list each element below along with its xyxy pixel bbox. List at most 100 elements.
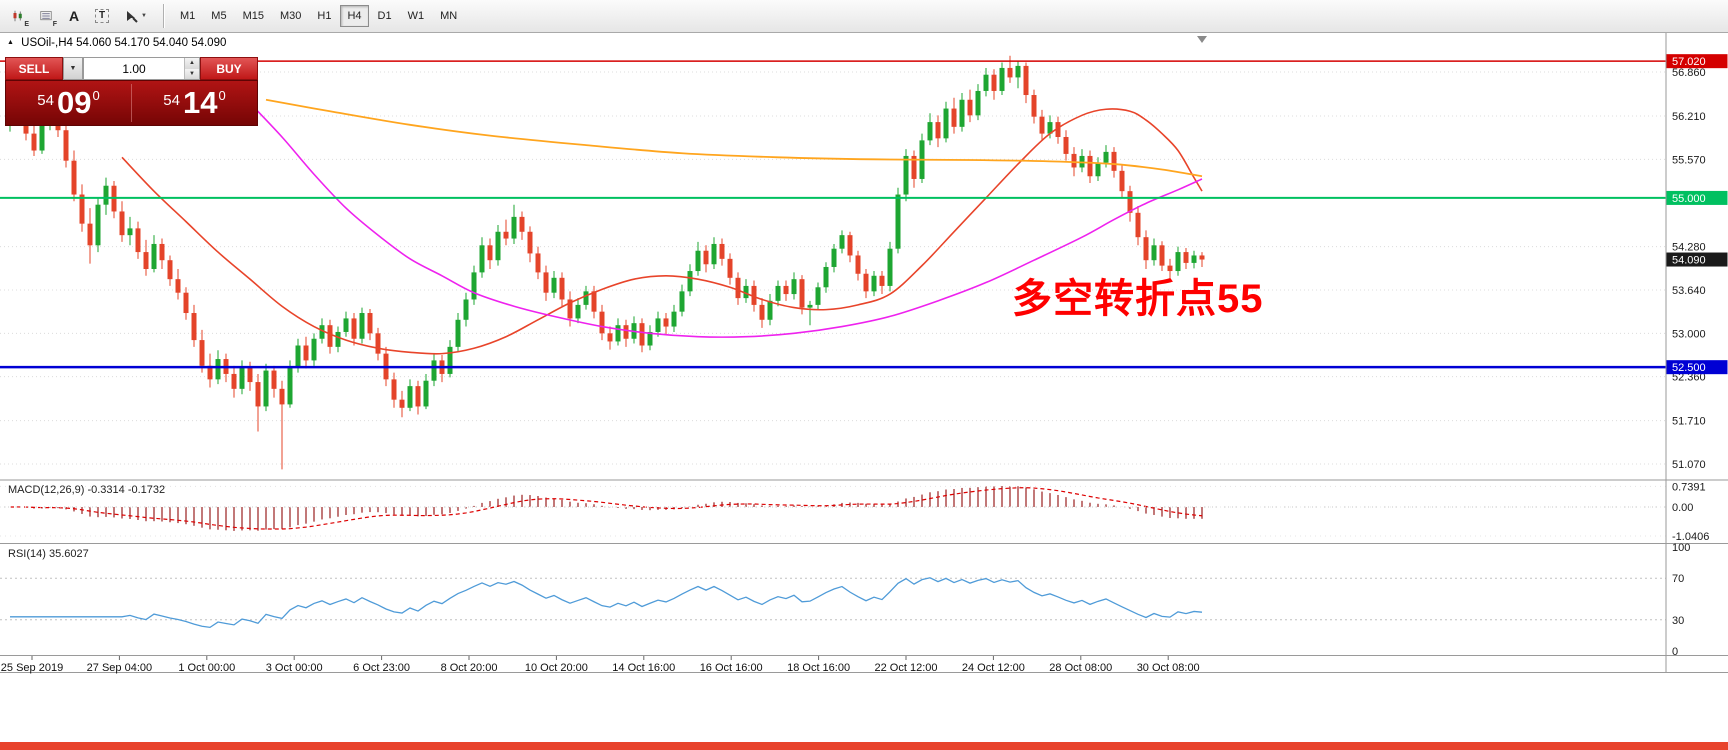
chart-shift-marker xyxy=(1197,36,1207,43)
candle-body xyxy=(31,133,37,151)
volume-increase-button[interactable]: ▲ xyxy=(185,58,199,69)
indicator-list-icon[interactable]: F xyxy=(33,4,59,28)
candle-body xyxy=(887,248,893,286)
candle-body xyxy=(775,285,781,301)
candle-body xyxy=(647,331,653,346)
candle-body xyxy=(703,250,709,265)
candle-body xyxy=(831,248,837,267)
time-tick-label: 25 Sep 2019 xyxy=(1,662,63,674)
timeframe-button-mn[interactable]: MN xyxy=(433,5,464,27)
candle-body xyxy=(79,194,85,224)
candle-body xyxy=(511,216,517,239)
candle-body xyxy=(1111,151,1117,171)
candle-body xyxy=(167,260,173,280)
time-tick-label: 18 Oct 16:00 xyxy=(787,662,850,674)
buy-price-display[interactable]: 54 14 0 xyxy=(132,81,257,125)
timeframe-button-w1[interactable]: W1 xyxy=(401,5,432,27)
one-click-trade-panel: SELL ▼ ▲ ▼ BUY 54 09 0 54 14 0 xyxy=(5,57,258,126)
price-tick-label: 56.210 xyxy=(1672,111,1706,123)
sell-price-display[interactable]: 54 09 0 xyxy=(6,81,131,125)
candle-body xyxy=(503,231,509,239)
order-type-dropdown[interactable]: ▼ xyxy=(63,57,83,80)
candle-body xyxy=(199,340,205,366)
candle-body xyxy=(991,74,997,91)
candle-body xyxy=(911,155,917,179)
grid-layer xyxy=(0,71,1666,465)
price-tick-label: 53.640 xyxy=(1672,285,1706,297)
volume-decrease-button[interactable]: ▼ xyxy=(185,68,199,79)
candle-body xyxy=(71,160,77,195)
volume-input[interactable] xyxy=(84,58,184,79)
candle-body xyxy=(743,285,749,299)
candle-body xyxy=(1199,255,1205,260)
level-55.000-badge xyxy=(1666,190,1728,205)
price-tick-label: 53.000 xyxy=(1672,328,1706,340)
time-tick-label: 27 Sep 04:00 xyxy=(87,662,152,674)
buy-button[interactable]: BUY xyxy=(200,57,258,80)
level-52.500-badge xyxy=(1666,360,1728,375)
candle-body xyxy=(183,292,189,314)
candle-body xyxy=(215,359,221,380)
candle-body xyxy=(879,275,885,286)
candle-body xyxy=(495,231,501,261)
sell-button[interactable]: SELL xyxy=(5,57,63,80)
price-tick-label: 55.570 xyxy=(1672,154,1706,166)
timeframe-button-m30[interactable]: M30 xyxy=(273,5,308,27)
buy-price-big: 14 xyxy=(182,85,218,120)
candle-body xyxy=(791,279,797,295)
candle-body xyxy=(1055,122,1061,137)
ma-magenta-line xyxy=(249,102,1203,338)
candle-body xyxy=(567,299,573,319)
candle-body xyxy=(1023,65,1029,96)
candle-body xyxy=(599,311,605,334)
chart-annotation-text[interactable]: 多空转折点55 xyxy=(1012,277,1264,321)
candle-body xyxy=(407,386,413,408)
text-tool-icon[interactable]: A xyxy=(61,4,87,28)
rsi-axis-label: 70 xyxy=(1672,573,1684,585)
candle-body xyxy=(823,266,829,288)
candle-body xyxy=(591,291,597,312)
level-57.020-badge-label: 57.020 xyxy=(1672,56,1706,68)
timeframe-button-m5[interactable]: M5 xyxy=(204,5,233,27)
candle-body xyxy=(999,67,1005,91)
timeframe-button-h4[interactable]: H4 xyxy=(340,5,369,27)
list-glyph xyxy=(40,11,52,21)
candle-body xyxy=(1159,245,1165,266)
volume-box: ▲ ▼ xyxy=(83,57,200,80)
timeframe-button-m15[interactable]: M15 xyxy=(236,5,271,27)
time-tick-label: 14 Oct 16:00 xyxy=(612,662,675,674)
timeframe-button-m1[interactable]: M1 xyxy=(173,5,202,27)
time-tick-label: 10 Oct 20:00 xyxy=(525,662,588,674)
candle-body xyxy=(519,216,525,232)
candle-body xyxy=(1063,136,1069,154)
textbox-tool-icon[interactable]: T xyxy=(89,4,115,28)
timeframe-button-h1[interactable]: H1 xyxy=(310,5,338,27)
candle-body xyxy=(471,272,477,300)
toolbar: E F A T ▼ M1 M5 M15 M30 H1 H4 D1 W1 MN xyxy=(0,0,1728,33)
candle-body xyxy=(615,325,621,342)
candle-body xyxy=(191,313,197,341)
candle-body xyxy=(127,228,133,236)
sell-price-big: 09 xyxy=(56,85,92,120)
level-57.020-badge xyxy=(1666,54,1728,69)
candle-body xyxy=(799,279,805,308)
buy-price-sup: 0 xyxy=(218,88,226,103)
candle-body xyxy=(983,74,989,91)
candlestick-glyph xyxy=(13,10,22,22)
timeframe-button-d1[interactable]: D1 xyxy=(371,5,399,27)
candle-body xyxy=(767,300,773,320)
collapse-arrow-icon[interactable]: ▲ xyxy=(7,39,14,46)
current-price-badge-label: 54.090 xyxy=(1672,255,1706,267)
candle-body xyxy=(1183,252,1189,263)
bottom-red-strip xyxy=(0,742,1728,750)
candlestick-chart-icon[interactable]: E xyxy=(5,4,31,28)
drawing-tools-icon[interactable]: ▼ xyxy=(117,4,155,28)
macd-pane xyxy=(0,485,1666,537)
macd-axis-label: 0.00 xyxy=(1672,502,1693,514)
candle-body xyxy=(119,211,125,236)
candle-body xyxy=(39,123,45,151)
time-tick-label: 16 Oct 16:00 xyxy=(700,662,763,674)
candle-body xyxy=(1015,65,1021,78)
trade-panel-prices: 54 09 0 54 14 0 xyxy=(5,80,258,126)
